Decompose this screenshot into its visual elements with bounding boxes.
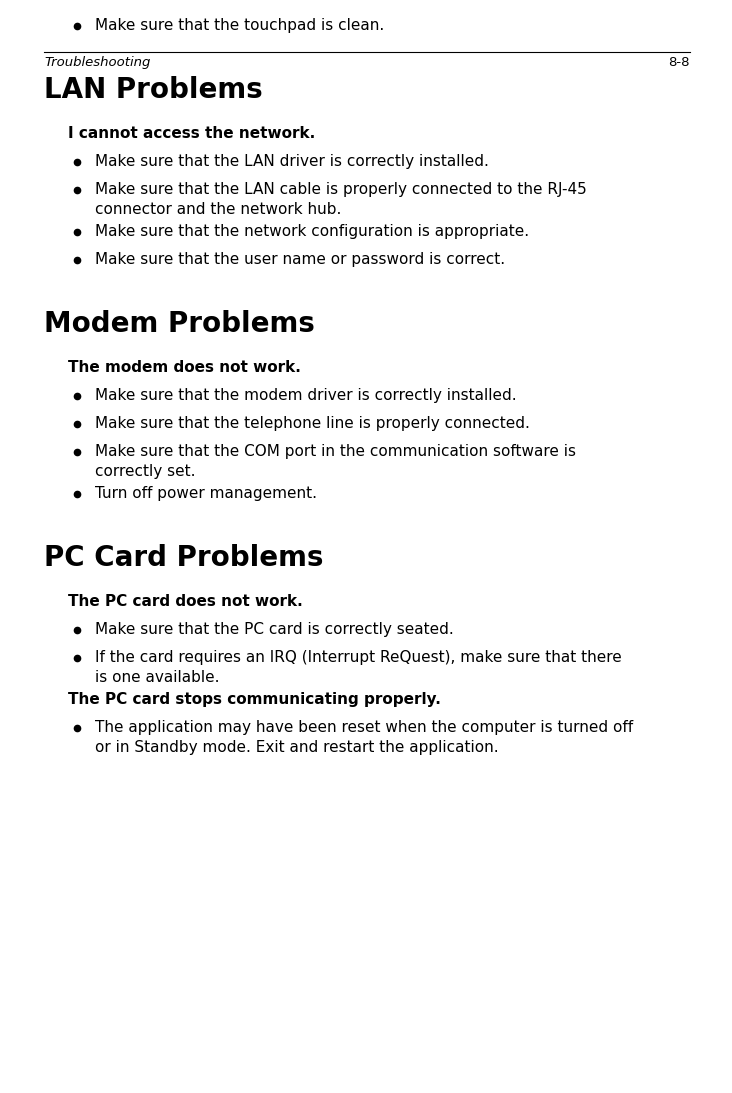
Text: Make sure that the network configuration is appropriate.: Make sure that the network configuration…	[95, 224, 529, 239]
Text: Troubleshooting: Troubleshooting	[44, 56, 150, 69]
Text: Make sure that the PC card is correctly seated.: Make sure that the PC card is correctly …	[95, 622, 454, 637]
Text: Make sure that the LAN cable is properly connected to the RJ-45
connector and th: Make sure that the LAN cable is properly…	[95, 183, 587, 218]
Text: The application may have been reset when the computer is turned off
or in Standb: The application may have been reset when…	[95, 720, 633, 755]
Text: Make sure that the user name or password is correct.: Make sure that the user name or password…	[95, 252, 505, 267]
Text: I cannot access the network.: I cannot access the network.	[68, 126, 315, 141]
Text: Make sure that the COM port in the communication software is
correctly set.: Make sure that the COM port in the commu…	[95, 444, 576, 480]
Text: Make sure that the LAN driver is correctly installed.: Make sure that the LAN driver is correct…	[95, 154, 489, 169]
Text: Make sure that the telephone line is properly connected.: Make sure that the telephone line is pro…	[95, 416, 530, 431]
Text: Make sure that the touchpad is clean.: Make sure that the touchpad is clean.	[95, 17, 384, 33]
Text: If the card requires an IRQ (Interrupt ReQuest), make sure that there
is one ava: If the card requires an IRQ (Interrupt R…	[95, 650, 621, 685]
Text: Turn off power management.: Turn off power management.	[95, 486, 317, 501]
Text: Modem Problems: Modem Problems	[44, 310, 315, 338]
Text: The PC card stops communicating properly.: The PC card stops communicating properly…	[68, 692, 441, 707]
Text: PC Card Problems: PC Card Problems	[44, 544, 324, 572]
Text: 8-8: 8-8	[668, 56, 690, 69]
Text: The PC card does not work.: The PC card does not work.	[68, 593, 303, 609]
Text: LAN Problems: LAN Problems	[44, 77, 263, 104]
Text: The modem does not work.: The modem does not work.	[68, 360, 301, 375]
Text: Make sure that the modem driver is correctly installed.: Make sure that the modem driver is corre…	[95, 388, 517, 403]
